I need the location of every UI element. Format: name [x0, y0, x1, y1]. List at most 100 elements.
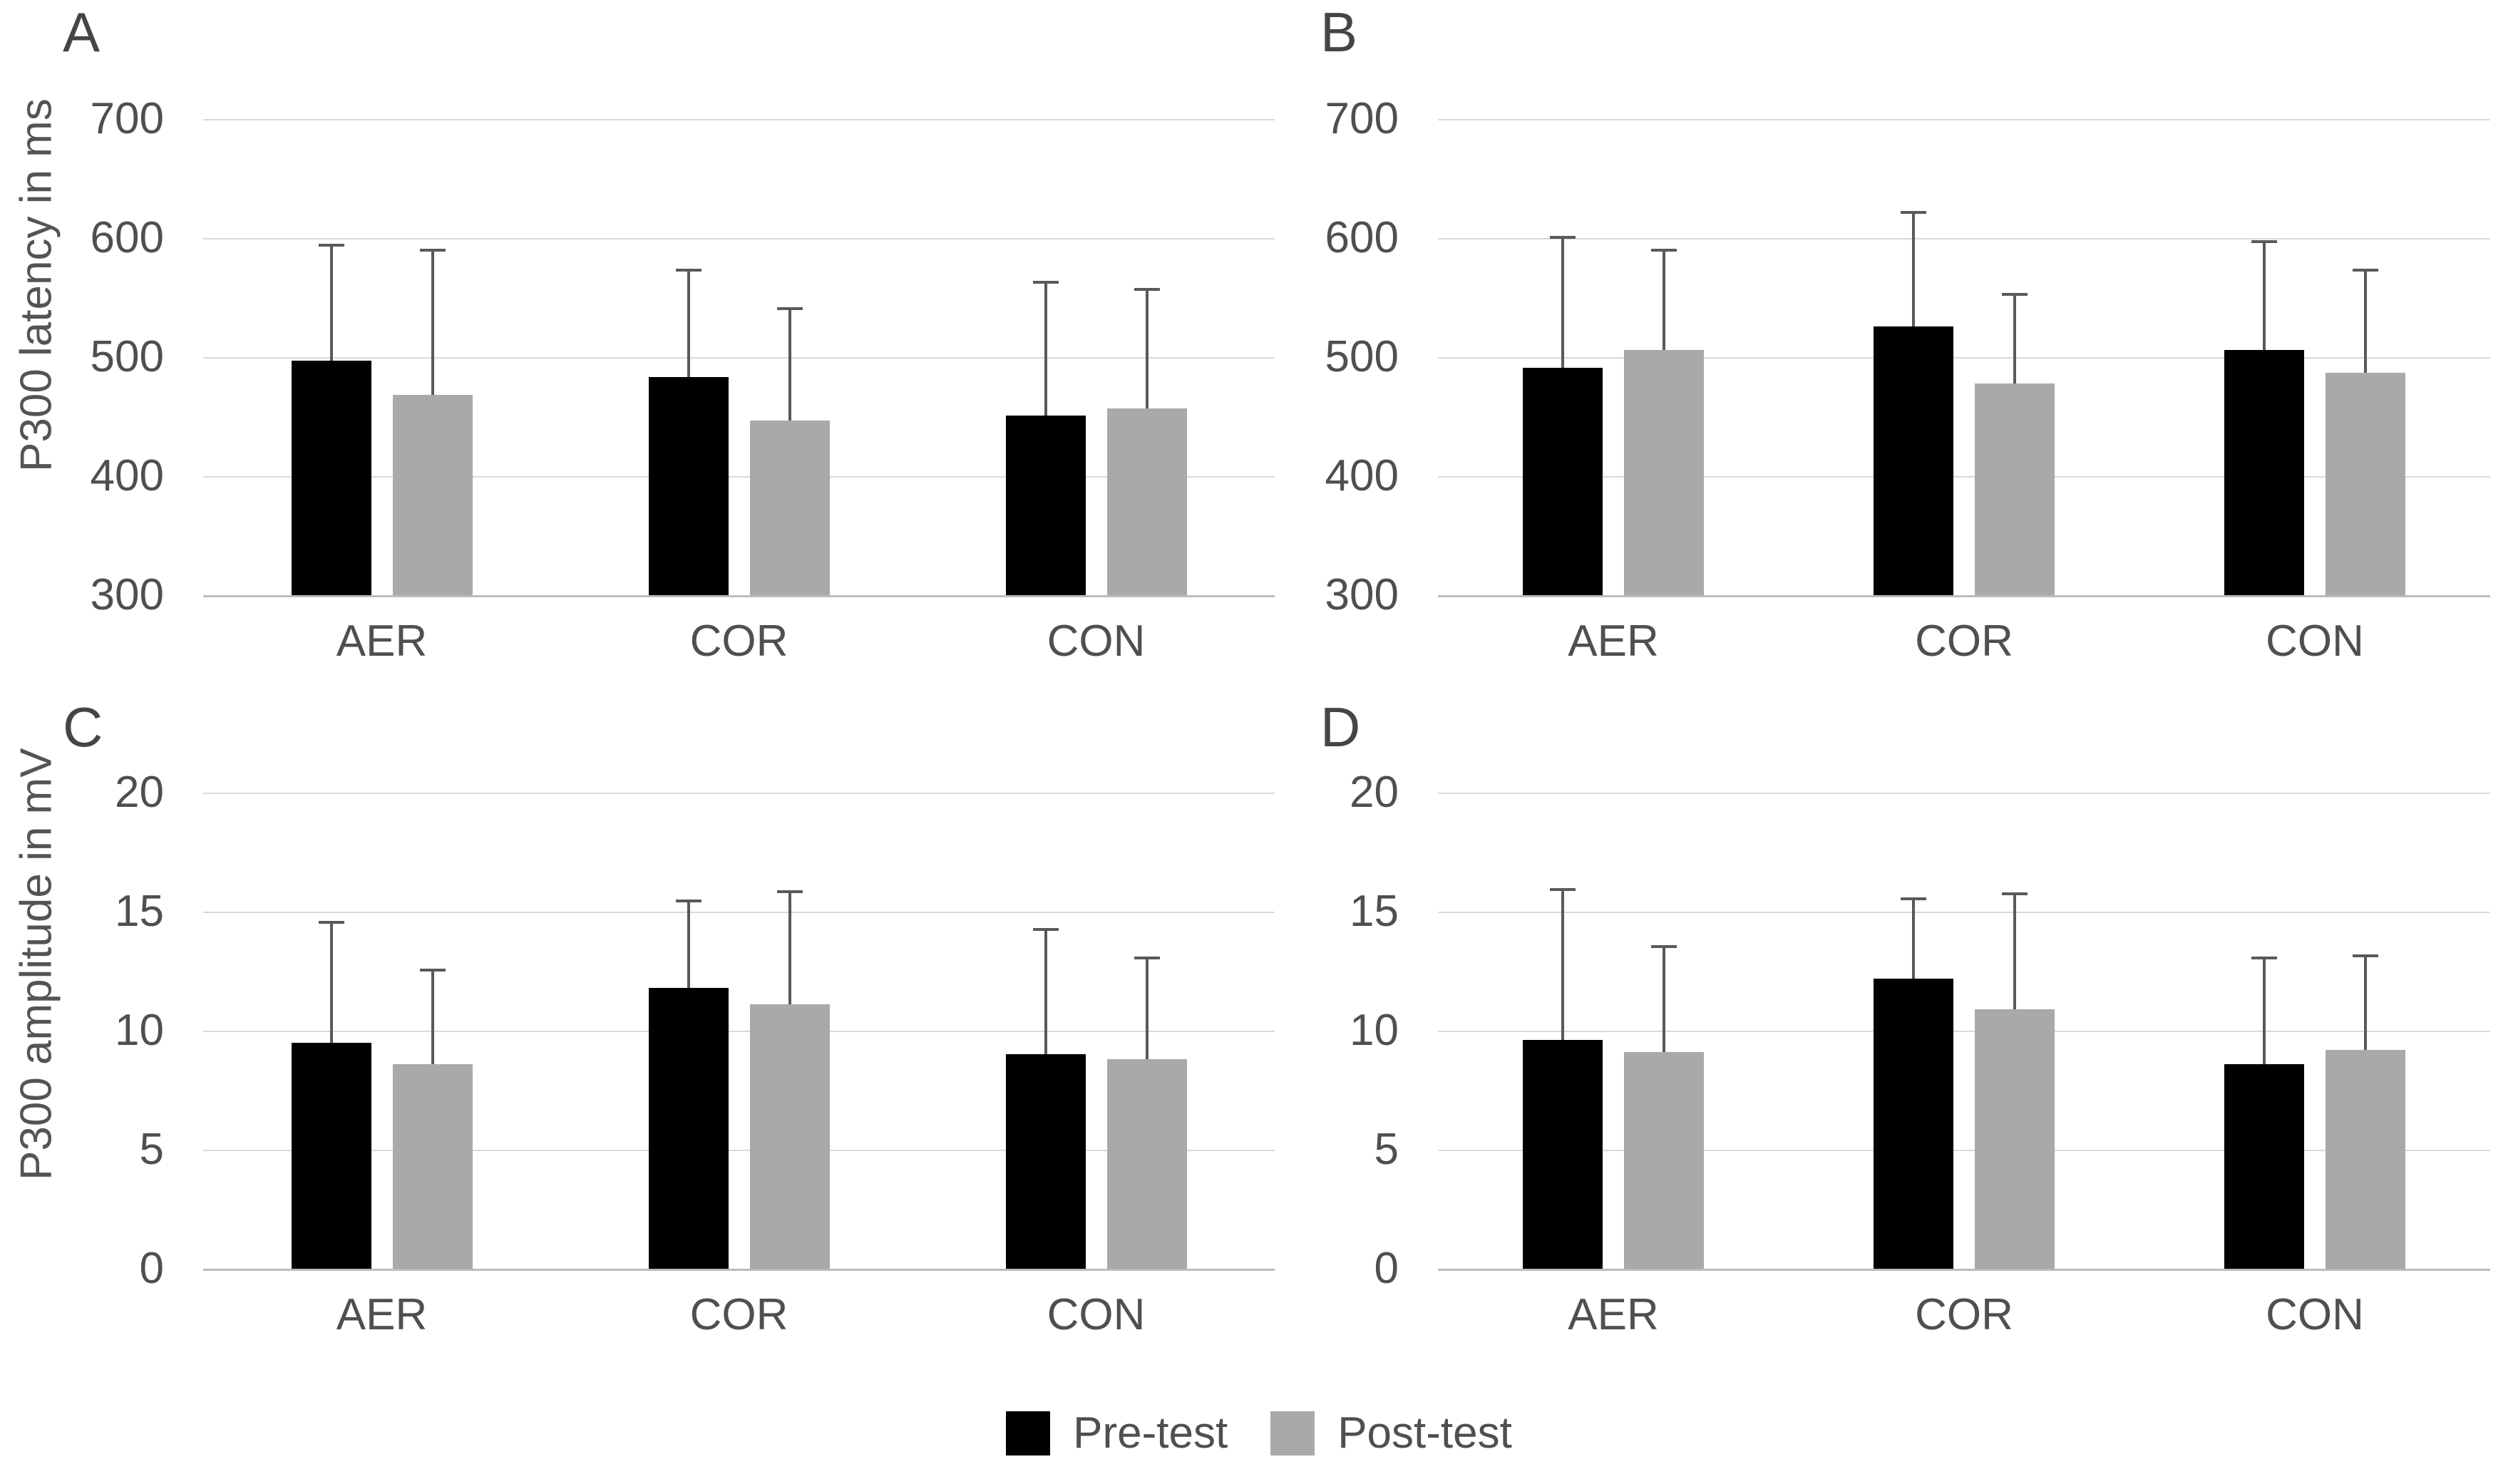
- y-tick-label-b-400: 400: [1325, 451, 1399, 500]
- bar-a-cor-pre-test: [648, 269, 729, 595]
- x-tick-label-d-con: CON: [2266, 1290, 2364, 1339]
- bar-groups-d: [1438, 793, 2490, 1269]
- error-bar-cap: [1651, 249, 1677, 252]
- bar-c-aer-post-test: [392, 969, 473, 1269]
- x-tick-label-c-aer: AER: [336, 1290, 428, 1339]
- panel-d: D 20 15 10 5 0 AER COR CON: [1276, 688, 2518, 1376]
- error-bar-d-con-post-test: [2353, 954, 2378, 1050]
- bar-c-cor-pre-test: [648, 900, 729, 1269]
- gridline-b-300: [1438, 595, 2490, 597]
- group-b-aer: [1438, 119, 1789, 595]
- gridline-b-500: [1438, 357, 2490, 359]
- group-c-con: [918, 793, 1275, 1269]
- panel-a-letter: A: [63, 1, 101, 63]
- error-bar-b-aer-pre-test: [1550, 235, 1576, 369]
- group-d-con: [2139, 793, 2490, 1269]
- bar-d-aer-pre-test: [1523, 887, 1603, 1269]
- error-bar-d-aer-pre-test: [1550, 887, 1576, 1041]
- bar-groups-a: [203, 119, 1275, 595]
- error-bar-cap: [1134, 957, 1160, 960]
- gridline-c-20: [203, 793, 1275, 794]
- panel-b-letter: B: [1320, 1, 1358, 63]
- gridline-b-400: [1438, 476, 2490, 478]
- gridline-d-5: [1438, 1150, 2490, 1151]
- error-bar-d-con-pre-test: [2251, 957, 2277, 1064]
- x-axis-labels-d: AER COR CON: [1438, 1269, 2490, 1337]
- error-bar-b-con-post-test: [2353, 269, 2378, 373]
- y-tick-label-b-700: 700: [1325, 94, 1399, 143]
- bar-b-aer-pre-test: [1523, 235, 1603, 595]
- bar-c-cor-post-test: [749, 890, 830, 1269]
- panel-c-plot-area: 20 15 10 5 0 AER COR CON: [115, 771, 1275, 1337]
- y-tick-label-c-0: 0: [139, 1244, 164, 1293]
- bar-d-cor-post-test: [1975, 892, 2055, 1269]
- error-bar-a-aer-post-test: [419, 249, 446, 396]
- error-bar-cap: [318, 244, 344, 247]
- error-bar-cap: [675, 269, 702, 272]
- panel-a-plot-area: 700 600 500 400 300 AER COR CON: [91, 97, 1275, 664]
- y-tick-label-d-0: 0: [1374, 1244, 1399, 1293]
- bar-b-cor-post-test: [1975, 292, 2055, 595]
- error-bar-cap: [419, 969, 446, 972]
- error-bar-c-aer-pre-test: [318, 921, 344, 1043]
- panel-d-plot-area: 20 15 10 5 0 AER COR CON: [1350, 771, 2490, 1337]
- error-bar-cap: [2002, 292, 2028, 296]
- bar-groups-b: [1438, 119, 2490, 595]
- bar-b-cor-pre-test: [1874, 210, 1953, 595]
- y-tick-label-a-700: 700: [90, 94, 164, 143]
- y-tick-label-a-500: 500: [90, 332, 164, 381]
- error-bar-cap: [2353, 954, 2378, 958]
- pre-test-legend-label: Pre-test: [1073, 1408, 1228, 1458]
- bar-c-con-post-test: [1106, 957, 1187, 1269]
- gridline-a-700: [203, 119, 1275, 120]
- y-tick-label-a-600: 600: [90, 213, 164, 262]
- gridline-d-0: [1438, 1269, 2490, 1271]
- y-axis-title-a: P300 latency in ms: [11, 98, 61, 472]
- post-test-swatch: [1270, 1411, 1315, 1455]
- error-bar-c-aer-post-test: [419, 969, 446, 1064]
- error-bar-cap: [1032, 281, 1059, 284]
- group-a-con: [918, 119, 1275, 595]
- gridline-a-300: [203, 595, 1275, 597]
- bar-d-cor-pre-test: [1874, 897, 1953, 1269]
- error-bar-cap: [1032, 928, 1059, 932]
- legend: Pre-test Post-test: [0, 1376, 2518, 1484]
- y-tick-label-b-300: 300: [1325, 570, 1399, 619]
- y-tick-label-c-20: 20: [115, 768, 164, 817]
- error-bar-d-aer-post-test: [1651, 944, 1677, 1053]
- gridline-c-0: [203, 1269, 1275, 1271]
- gridline-c-5: [203, 1150, 1275, 1151]
- x-tick-label-a-aer: AER: [336, 617, 428, 666]
- error-bar-cap: [2353, 269, 2378, 272]
- error-bar-b-cor-pre-test: [1901, 210, 1926, 326]
- error-bar-c-con-post-test: [1134, 957, 1160, 1060]
- group-d-cor: [1789, 793, 2139, 1269]
- bar-a-cor-post-test: [749, 306, 830, 595]
- group-a-aer: [203, 119, 560, 595]
- x-tick-label-a-cor: COR: [689, 617, 788, 666]
- bar-a-aer-post-test: [392, 249, 473, 595]
- bar-d-con-post-test: [2326, 954, 2405, 1269]
- error-bar-b-cor-post-test: [2002, 292, 2028, 383]
- error-bar-c-cor-pre-test: [675, 900, 702, 988]
- x-tick-label-b-aer: AER: [1568, 617, 1659, 666]
- error-bar-cap: [2251, 957, 2277, 960]
- panel-c-letter: C: [63, 696, 103, 758]
- error-bar-cap: [1651, 944, 1677, 948]
- post-test-legend-label: Post-test: [1337, 1408, 1512, 1458]
- error-bar-a-aer-pre-test: [318, 244, 344, 361]
- y-tick-label-c-5: 5: [139, 1125, 164, 1174]
- y-tick-label-c-15: 15: [115, 887, 164, 936]
- x-axis-labels-a: AER COR CON: [203, 595, 1275, 664]
- gridline-a-400: [203, 476, 1275, 478]
- bar-a-con-pre-test: [1005, 281, 1086, 595]
- panel-b-plot-area: 700 600 500 400 300 AER COR CON: [1325, 97, 2490, 664]
- error-bar-cap: [1134, 288, 1160, 292]
- gridline-c-10: [203, 1031, 1275, 1032]
- gridline-c-15: [203, 912, 1275, 913]
- group-b-cor: [1789, 119, 2139, 595]
- legend-item-pre-test: Pre-test: [1006, 1411, 1228, 1455]
- x-tick-label-b-con: CON: [2266, 617, 2364, 666]
- error-bar-a-cor-post-test: [776, 306, 803, 421]
